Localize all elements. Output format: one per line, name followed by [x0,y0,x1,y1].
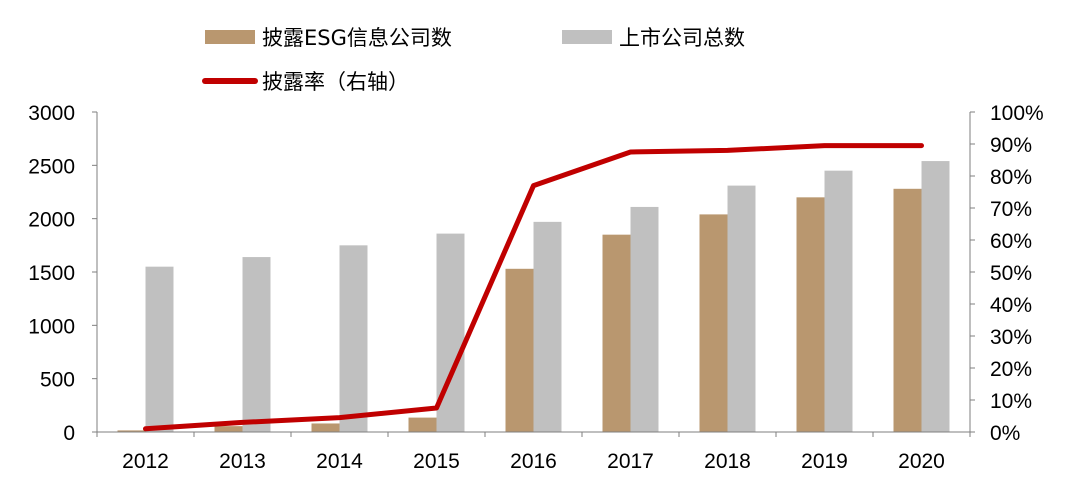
legend-swatch-esg-disclosed [205,30,255,44]
rate-point-2016 [531,183,536,188]
y-right-tick-label: 90% [990,134,1032,157]
y-right-tick-label: 50% [990,262,1032,285]
legend-label: 披露率（右轴） [262,70,409,94]
rate-point-2015 [434,406,439,410]
bar-listed-total-2020 [921,161,950,433]
rate-point-2013 [240,420,245,425]
bar-listed-total-2017 [630,206,659,432]
rate-point-2017 [628,150,633,154]
y-right-tick-label: 30% [990,326,1032,349]
bar-esg-disclosed-2018 [699,214,728,432]
bar-listed-total-2019 [824,170,853,432]
x-tick-label: 2020 [898,450,945,473]
x-tick-label: 2018 [704,450,751,473]
y-left-tick-label: 1000 [28,315,75,338]
bar-listed-total-2013 [242,257,271,432]
bars-layer [117,161,950,433]
bar-esg-disclosed-2015 [408,417,437,432]
bar-listed-total-2018 [727,185,756,432]
rate-point-2012 [143,426,148,431]
y-left-tick-label: 0 [63,422,75,445]
x-tick-label: 2012 [122,450,169,473]
bar-esg-disclosed-2016 [505,268,534,432]
x-tick-label: 2013 [219,450,266,473]
y-right-tick-label: 60% [990,230,1032,253]
legend-swatch-listed-total [562,30,612,44]
y-right-tick-label: 20% [990,358,1032,381]
rate-point-2014 [337,415,342,420]
y-right-tick-label: 70% [990,198,1032,221]
y-left-tick-label: 2000 [28,209,75,232]
x-tick-label: 2016 [510,450,557,473]
rate-point-2019 [822,143,827,148]
y-left-tick-label: 2500 [28,155,75,178]
legend-label: 上市公司总数 [619,26,745,50]
bar-esg-disclosed-2013 [214,426,243,432]
x-tick-label: 2014 [316,450,363,473]
x-tick-label: 2019 [801,450,848,473]
rate-point-2020 [919,143,924,148]
bar-esg-disclosed-2017 [602,234,631,432]
legend-label: 披露ESG信息公司数 [262,26,452,50]
bar-esg-disclosed-2019 [796,197,825,432]
y-right-tick-label: 80% [990,166,1032,189]
bar-listed-total-2014 [339,245,368,432]
y-right-tick-label: 0% [990,422,1020,445]
bar-esg-disclosed-2012 [117,430,146,432]
rate-point-2018 [725,148,730,153]
bar-esg-disclosed-2020 [893,188,922,432]
y-right-tick-label: 40% [990,294,1032,317]
y-left-tick-label: 1500 [28,262,75,285]
x-tick-label: 2017 [607,450,654,473]
y-right-tick-label: 100% [990,102,1044,125]
x-tick-label: 2015 [413,450,460,473]
axes-layer: 0 500 1000 1500 2000 2500 3000 0% 10% 20% 30% 40% 50… [28,102,1043,473]
y-left-tick-label: 3000 [28,102,75,125]
bar-listed-total-2012 [145,266,174,432]
rate-line-layer [143,143,924,432]
y-right-tick-label: 10% [990,390,1032,413]
y-left-tick-label: 500 [40,369,75,392]
bar-esg-disclosed-2014 [311,423,340,432]
bar-listed-total-2016 [533,221,562,432]
